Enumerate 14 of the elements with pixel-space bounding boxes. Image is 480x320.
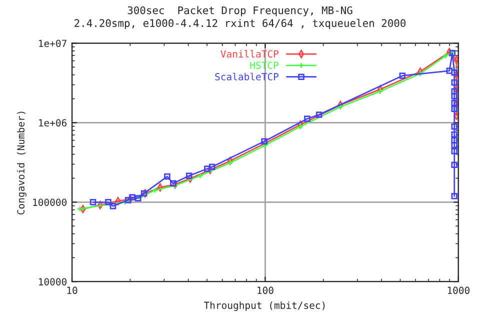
x-tick-label: 100 <box>258 286 274 294</box>
y-tick-label: 1e+06 <box>39 119 67 127</box>
chart-subtitle: 2.4.20smp, e1000-4.4.12 rxint 64/64 , txqueuelen 2000 <box>74 18 406 30</box>
x-tick-label: 1000 <box>448 286 470 294</box>
x-axis-title: Throughput (mbit/sec) <box>204 301 325 311</box>
legend-label: ScalableTCP <box>215 72 278 80</box>
legend-label: HSTCP <box>250 62 278 69</box>
chart-title: 300sec Packet Drop Frequency, MB-NG <box>128 6 352 16</box>
y-tick-label: 10000 <box>39 278 67 286</box>
y-tick-label: 100000 <box>33 198 67 206</box>
x-tick-label: 10 <box>67 286 78 294</box>
legend-label: VanillaTCP <box>220 50 278 58</box>
y-axis-title: Congavoid (Number) <box>16 112 26 214</box>
y-tick-label: 1e+07 <box>39 40 66 48</box>
